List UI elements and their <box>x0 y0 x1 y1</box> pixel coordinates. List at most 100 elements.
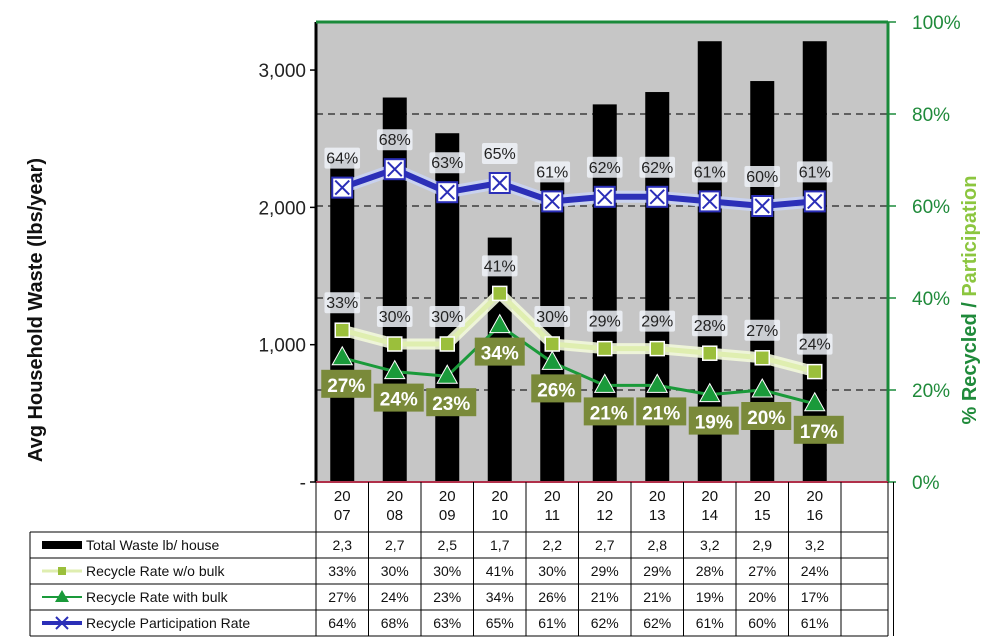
y-axis-right-title-part2: Participation <box>959 176 981 297</box>
y-axis-right-title-sep: / <box>959 297 981 314</box>
marker-x <box>439 184 455 200</box>
data-label: 61% <box>799 164 831 181</box>
data-label-green: 21% <box>590 403 628 424</box>
data-label-green-bg <box>793 415 844 444</box>
data-label: 62% <box>641 160 673 177</box>
data-label-bg <box>796 161 833 183</box>
data-label-green-bg <box>688 406 739 435</box>
table-cell: 34% <box>486 589 514 605</box>
data-label-bg <box>429 152 466 174</box>
legend-label: Recycle Participation Rate <box>86 615 250 631</box>
data-label-green: 21% <box>642 403 680 424</box>
data-label-bg <box>744 166 781 187</box>
data-label-green: 24% <box>380 390 418 411</box>
marker-triangle <box>383 359 406 380</box>
data-label: 33% <box>326 295 358 312</box>
table-cell: 20% <box>748 589 776 605</box>
x-tick-label: 20 <box>649 488 666 505</box>
table-cell: 65% <box>486 615 514 631</box>
data-label-bg <box>744 319 781 341</box>
table-cell: 64% <box>328 615 356 631</box>
table-cell: 61% <box>538 615 566 631</box>
data-label: 30% <box>431 309 463 326</box>
y-right-tick-label: 40% <box>912 289 950 310</box>
table-cell: 19% <box>696 589 724 605</box>
data-label-green-bg <box>373 383 424 412</box>
table-cell: 62% <box>591 615 619 631</box>
marker-square <box>544 336 560 352</box>
x-tick-label: 20 <box>806 488 823 505</box>
table-cell: 68% <box>381 615 409 631</box>
data-label-green: 26% <box>537 380 575 401</box>
data-label: 64% <box>326 151 358 168</box>
x-tick-label: 20 <box>701 488 718 505</box>
data-label: 61% <box>694 164 726 181</box>
table-cell: 26% <box>538 589 566 605</box>
data-label-green-bg <box>531 374 582 403</box>
data-label-green: 23% <box>432 394 470 415</box>
marker-square <box>807 363 823 380</box>
legend-label: Recycle Rate with bulk <box>86 589 229 605</box>
data-table: 20 07 20 08 20 09 20 10 20 11 20 12 20 13 20 14 20 15 20 16… <box>29 482 894 637</box>
table-cell: 23% <box>433 589 461 605</box>
data-label-bg <box>586 310 623 332</box>
data-label-green-bg <box>583 397 634 426</box>
table-cell: 33% <box>328 563 356 579</box>
table-cell: 24% <box>801 563 829 579</box>
data-label: 30% <box>379 309 411 326</box>
data-label: 41% <box>484 258 516 275</box>
data-label-green: 20% <box>747 408 785 429</box>
data-label-green: 27% <box>327 376 365 397</box>
marker-x <box>544 193 560 210</box>
table-cell: 3,2 <box>700 537 720 553</box>
data-label-bg <box>376 306 413 327</box>
marker-square <box>754 350 770 366</box>
marker-triangle <box>331 345 354 366</box>
data-label-green: 34% <box>481 344 519 365</box>
data-label-bg <box>376 129 413 151</box>
marker-triangle <box>698 382 721 403</box>
marker-triangle <box>751 377 774 398</box>
y-right-tick-label: 100% <box>912 13 961 34</box>
bar <box>382 97 407 482</box>
table-cell: 21% <box>643 589 671 605</box>
table-cell: 2,2 <box>543 537 563 553</box>
axes: - 1,000 2,000 3,000 0% 20% 40% 60% 80% 100% <box>258 13 960 494</box>
y-right-tick-label: 60% <box>912 197 950 218</box>
table-cell: 3,2 <box>805 537 825 553</box>
marker-x <box>387 161 403 177</box>
x-tick-label: 14 <box>701 507 718 524</box>
table-cell: 2,7 <box>385 537 405 553</box>
table-cell: 21% <box>591 589 619 605</box>
data-label: 61% <box>536 164 568 181</box>
x-tick-label: 08 <box>386 507 403 524</box>
y-right-tick-label: 80% <box>912 105 950 126</box>
data-label-bg <box>691 161 728 183</box>
table-cell: 24% <box>381 589 409 605</box>
y-right-tick-label: 20% <box>912 381 950 402</box>
table-cell: 2,3 <box>333 537 353 553</box>
data-label: 28% <box>694 318 726 335</box>
data-label-green-bg <box>321 369 372 398</box>
data-label-green-bg <box>426 388 477 417</box>
data-label-green: 17% <box>800 422 838 443</box>
table-cell: 30% <box>381 563 409 579</box>
marker-square <box>702 345 718 361</box>
table-cell: 61% <box>696 615 724 631</box>
x-tick-label: 20 <box>544 488 561 505</box>
table-cell: 2,5 <box>438 537 458 553</box>
data-label-green-bg <box>741 402 792 430</box>
data-label-bg <box>639 156 676 178</box>
marker-x <box>597 189 613 205</box>
x-tick-label: 20 <box>334 488 351 505</box>
y-left-tick-label: 1,000 <box>258 336 306 357</box>
x-tick-label: 12 <box>596 507 613 524</box>
marker-x <box>702 193 718 210</box>
data-label-bg <box>481 255 518 277</box>
y-axis-right-title-part1: % Recycled <box>959 313 981 424</box>
marker-x <box>807 193 823 210</box>
data-label-green: 19% <box>695 413 733 434</box>
x-tick-label: 16 <box>806 507 823 524</box>
data-labels: 64% 68% 63% 65% 61% 62% 62% 61% 60% 61% 33% 30% 30% 4… <box>321 129 844 444</box>
